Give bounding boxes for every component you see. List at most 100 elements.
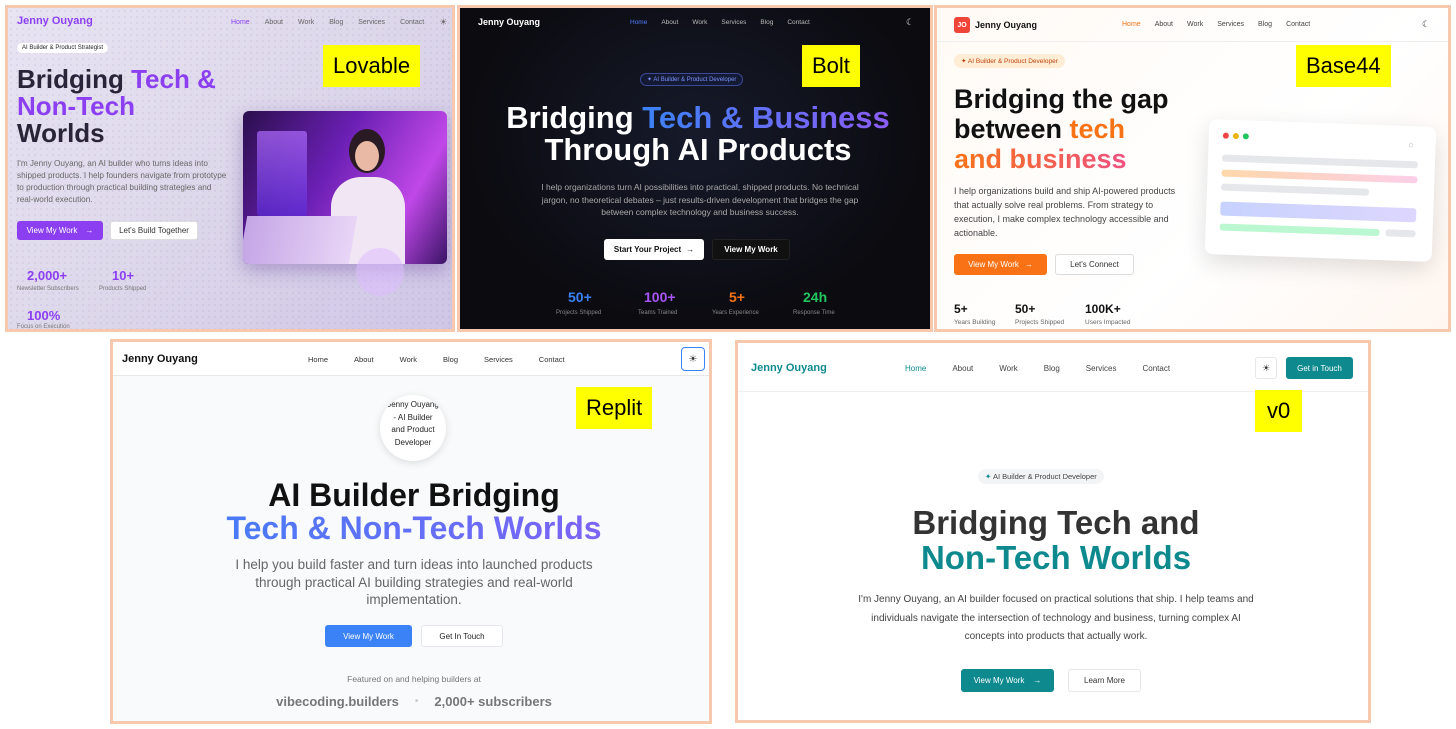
lovable-panel: Jenny Ouyang Home About Work Blog Servic… [5, 5, 455, 332]
placeholder-bar [1220, 201, 1417, 223]
view-work-button[interactable]: View My Work [325, 625, 412, 647]
nav-about[interactable]: About [1154, 21, 1173, 28]
window-dot-yellow [1232, 132, 1239, 140]
sun-icon[interactable]: ☀ [439, 17, 448, 27]
brand-logo[interactable]: Jenny Ouyang [751, 362, 827, 374]
v0-panel: Jenny Ouyang Home About Work Blog Servic… [735, 340, 1371, 723]
top-nav: Home About Work Services Blog Contact [630, 19, 810, 26]
nav-home[interactable]: Home [1122, 21, 1141, 28]
nav-contact[interactable]: Contact [400, 19, 425, 26]
view-work-button[interactable]: View My Work [712, 239, 790, 260]
nav-work[interactable]: Work [999, 364, 1018, 373]
brand-logo[interactable]: Jenny Ouyang [975, 20, 1038, 30]
title-part: between [954, 114, 1070, 144]
button-label: View My Work [26, 226, 78, 235]
nav-blog[interactable]: Blog [329, 19, 344, 26]
hero-title: Bridging Tech & Non-Tech Worlds [17, 66, 216, 147]
nav-work[interactable]: Work [399, 355, 417, 364]
nav-contact[interactable]: Contact [1286, 21, 1311, 28]
nav-blog[interactable]: Blog [760, 19, 774, 26]
placeholder-bar [1385, 229, 1416, 238]
nav-about[interactable]: About [952, 364, 974, 373]
nav-services[interactable]: Services [721, 19, 747, 26]
nav-contact[interactable]: Contact [787, 19, 810, 26]
moon-icon[interactable]: ☾ [906, 17, 915, 27]
nav-services[interactable]: Services [1217, 21, 1245, 28]
arrow-right-icon: → [686, 245, 695, 254]
nav-home[interactable]: Home [905, 364, 927, 373]
label-tag: Lovable [323, 45, 421, 87]
title-accent-line: Tech & Non-Tech Worlds [113, 512, 709, 545]
connect-button[interactable]: Let's Connect [1055, 254, 1134, 275]
nav-blog[interactable]: Blog [1043, 364, 1060, 373]
nav-services[interactable]: Services [484, 355, 513, 364]
window-dot-green [1242, 133, 1249, 140]
nav-home[interactable]: Home [231, 19, 250, 26]
nav-blog[interactable]: Blog [443, 355, 459, 364]
placeholder-bar [1220, 183, 1370, 196]
logo-badge[interactable]: JO [954, 17, 970, 33]
title-line: Bridging the gap [954, 84, 1169, 114]
nav-about[interactable]: About [264, 19, 283, 26]
title-accent-line: and business [954, 144, 1168, 174]
hero-photo [243, 111, 447, 264]
nav-services[interactable]: Services [358, 19, 386, 26]
avatar-alt-text: Jenny Ouyang - AI Builder and Product De… [387, 400, 439, 447]
brand-logo[interactable]: Jenny Ouyang [17, 15, 93, 27]
placeholder-bar [1221, 169, 1418, 184]
lock-icon: ⌂ [1408, 140, 1414, 150]
nav-blog[interactable]: Blog [1258, 21, 1273, 28]
stat-label: Products Shipped [99, 286, 147, 292]
sparkle-icon: ✦ [961, 58, 968, 65]
title-line: Worlds [17, 118, 105, 148]
nav-home[interactable]: Home [308, 355, 329, 364]
nav-work[interactable]: Work [297, 19, 315, 26]
button-label: View My Work [968, 260, 1019, 269]
get-in-touch-button[interactable]: Get In Touch [421, 625, 503, 647]
stat-value: 5+ [729, 289, 745, 305]
nav-work[interactable]: Work [692, 19, 708, 26]
start-project-button[interactable]: Start Your Project → [604, 239, 704, 260]
role-badge: ✦ AI Builder & Product Developer [640, 73, 744, 86]
brand-logo[interactable]: Jenny Ouyang [478, 17, 541, 27]
hero-description: I help organizations build and ship AI-p… [954, 186, 1176, 238]
view-work-button[interactable]: View My Work → [961, 669, 1054, 692]
sun-icon: ☀ [1261, 362, 1271, 373]
learn-more-button[interactable]: Learn More [1068, 669, 1141, 692]
hero-title: Bridging Tech & Business Through AI Prod… [460, 102, 930, 166]
nav-contact[interactable]: Contact [1142, 364, 1171, 373]
nav-home[interactable]: Home [630, 19, 648, 26]
title-part: Bridging [17, 64, 132, 94]
theme-toggle-button[interactable]: ☀ [1255, 357, 1277, 379]
view-work-button[interactable]: View My Work → [17, 221, 103, 240]
placeholder-bar [1221, 154, 1419, 169]
moon-icon[interactable]: ☾ [1422, 19, 1431, 29]
nav-services[interactable]: Services [1085, 364, 1117, 373]
bolt-panel: Jenny Ouyang Home About Work Services Bl… [457, 5, 933, 332]
featured-item: vibecoding.builders [276, 694, 399, 709]
avatar[interactable]: Jenny Ouyang - AI Builder and Product De… [380, 395, 446, 461]
stat-value: 5+ [954, 302, 968, 316]
build-together-button[interactable]: Let's Build Together [110, 221, 198, 240]
view-work-button[interactable]: View My Work → [954, 254, 1047, 275]
get-in-touch-button[interactable]: Get in Touch [1286, 357, 1353, 379]
header-bar [113, 342, 709, 376]
nav-work[interactable]: Work [1186, 21, 1204, 28]
nav-contact[interactable]: Contact [538, 355, 565, 364]
stat-label: Users Impacted [1085, 319, 1131, 326]
placeholder-bar [1219, 223, 1380, 237]
hero-title: Bridging Tech and Non-Tech Worlds [738, 504, 1368, 576]
nav-about[interactable]: About [661, 19, 679, 26]
arrow-right-icon: → [85, 226, 94, 235]
hero-description: I help organizations turn AI possibiliti… [541, 182, 859, 217]
stat-value: 100% [27, 308, 61, 323]
title-line: Bridging Tech and [912, 504, 1200, 541]
nav-about[interactable]: About [354, 355, 374, 364]
label-tag: Base44 [1296, 45, 1391, 87]
theme-toggle-button[interactable]: ☀ [681, 347, 705, 371]
brand-logo[interactable]: Jenny Ouyang [122, 353, 198, 365]
title-accent-line: Non-Tech Worlds [920, 539, 1192, 576]
role-badge: ✦ AI Builder & Product Developer [978, 469, 1104, 484]
screen-glow [257, 131, 307, 216]
stat-value: 50+ [568, 289, 592, 305]
